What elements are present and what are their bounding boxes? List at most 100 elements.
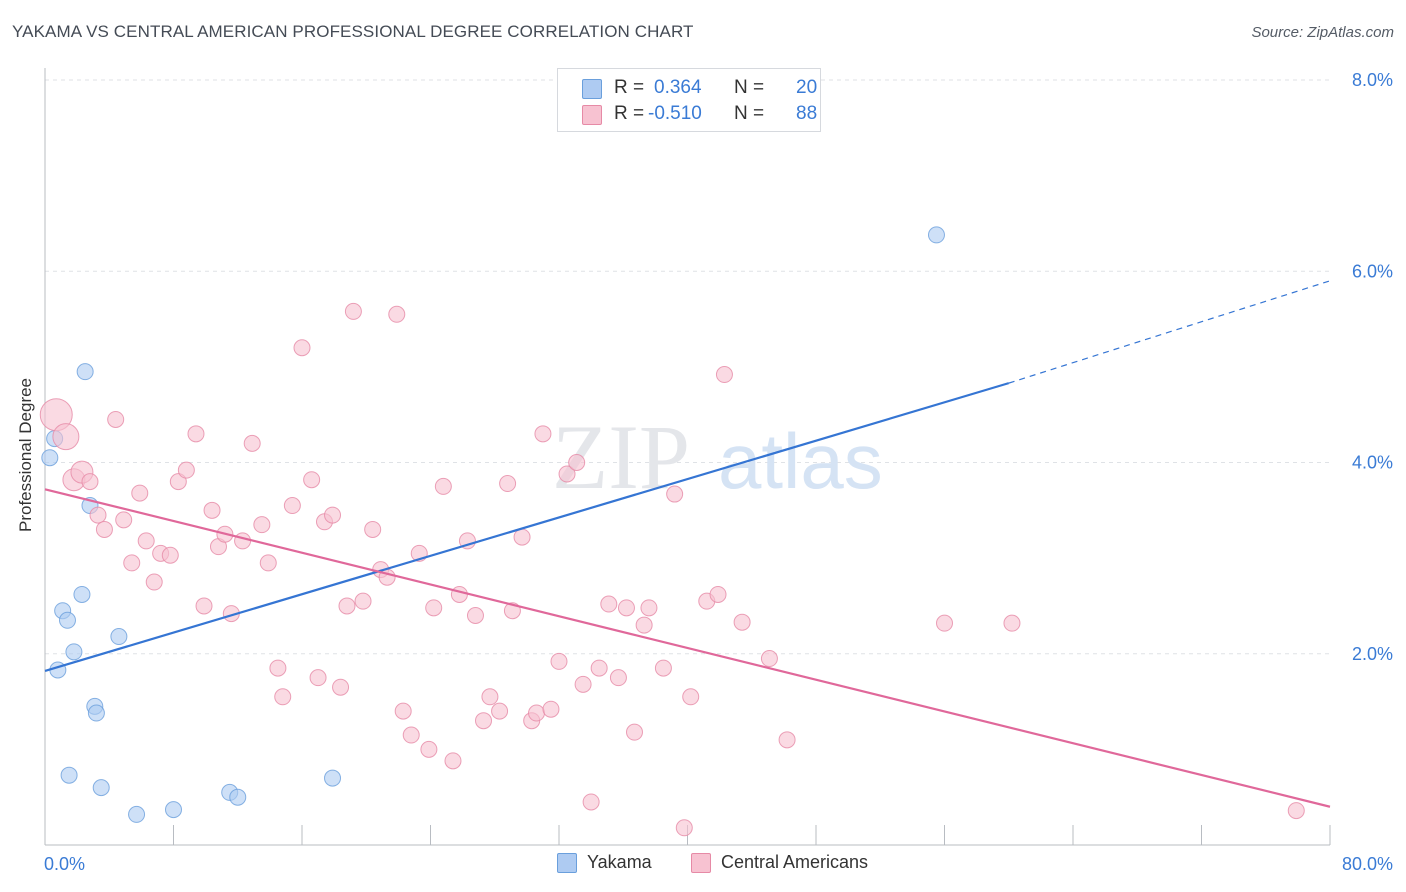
data-point (675, 819, 693, 837)
bottom-legend-label-central-americans: Central Americans (721, 852, 869, 872)
data-point (733, 613, 751, 631)
data-point (444, 752, 462, 770)
data-point (145, 573, 163, 591)
data-point (682, 688, 700, 706)
data-point (229, 788, 247, 806)
data-point (89, 506, 107, 524)
data-point (52, 423, 80, 451)
data-point (617, 599, 635, 617)
data-point (354, 592, 372, 610)
y-tick-label: 2.0% (1352, 644, 1393, 664)
y-tick-label: 4.0% (1352, 453, 1393, 473)
legend-swatch-central-americans (582, 105, 602, 125)
data-point (534, 425, 552, 443)
data-point (324, 506, 342, 524)
data-point (269, 659, 287, 677)
correlation-legend: R = 0.364 N = 20 R = -0.510 N = 88 (557, 68, 821, 132)
data-point (590, 659, 608, 677)
data-point (253, 516, 271, 534)
watermark: ZIP atlas (552, 406, 883, 508)
y-tick-label: 8.0% (1352, 70, 1393, 90)
data-point (283, 497, 301, 515)
data-point (1287, 802, 1305, 820)
data-point (107, 410, 125, 428)
bottom-legend-swatch-yakama (557, 853, 577, 873)
data-point (491, 702, 509, 720)
y-axis-label: Professional Degree (16, 377, 35, 533)
data-point (778, 731, 796, 749)
data-point (364, 520, 382, 538)
data-point (58, 611, 76, 629)
data-point (338, 597, 356, 615)
data-point (450, 585, 468, 603)
data-point (513, 528, 531, 546)
data-point (568, 454, 586, 471)
data-point (65, 643, 83, 661)
data-point (640, 599, 658, 617)
data-point (87, 704, 105, 722)
data-point (243, 434, 261, 452)
data-point (41, 449, 59, 467)
data-point (165, 801, 182, 819)
x-tick-label: 0.0% (44, 854, 85, 874)
data-point (625, 723, 643, 741)
data-point (187, 425, 205, 443)
data-point (115, 511, 133, 529)
data-point (92, 779, 110, 797)
legend-r-value-yakama: 0.364 (654, 77, 702, 98)
data-point (73, 585, 91, 603)
data-point (332, 678, 350, 696)
data-point (394, 702, 412, 720)
data-point (466, 607, 484, 624)
data-point (110, 628, 128, 646)
bottom-legend-swatch-central-americans (691, 853, 711, 873)
data-point (635, 616, 653, 634)
data-point (927, 226, 945, 244)
legend-r-label: R = (614, 103, 645, 124)
data-point (95, 520, 113, 538)
data-point (309, 669, 327, 687)
data-point (81, 473, 99, 491)
data-point (234, 532, 252, 550)
data-point (760, 650, 778, 668)
legend-n-label: N = (734, 77, 765, 98)
data-point (324, 769, 342, 787)
gridlines (45, 79, 1330, 655)
data-point (60, 766, 78, 784)
data-point (434, 477, 452, 495)
data-point (195, 597, 213, 615)
data-point (402, 726, 420, 744)
data-point (475, 712, 493, 730)
data-point (715, 366, 733, 384)
data-point (203, 501, 221, 519)
legend-n-label: N = (734, 103, 765, 124)
data-point (123, 554, 141, 572)
data-point (293, 339, 311, 357)
legend-swatch-yakama (582, 79, 602, 99)
y-tick-label: 6.0% (1352, 261, 1393, 281)
data-point (481, 688, 499, 706)
legend-n-value-central-americans: 88 (796, 103, 818, 124)
data-points (39, 226, 1305, 837)
data-point (550, 652, 568, 670)
data-point (528, 704, 546, 722)
data-point (654, 659, 672, 677)
x-tick-label: 80.0% (1342, 854, 1393, 874)
legend-n-value-yakama: 20 (796, 77, 818, 98)
data-point (582, 793, 600, 811)
data-point (131, 484, 149, 502)
data-point (128, 805, 146, 823)
data-point (303, 471, 321, 489)
data-point (574, 675, 592, 693)
data-point (420, 740, 438, 758)
trend-line (44, 488, 1331, 808)
data-point (274, 688, 292, 706)
bottom-legend-label-yakama: Yakama (587, 852, 652, 872)
tick-labels: 2.0% 4.0% 6.0% 8.0% 0.0% 80.0% (44, 70, 1393, 874)
data-point (542, 700, 560, 718)
data-point (388, 305, 406, 323)
trend-line-extension (1008, 280, 1331, 384)
data-point (344, 302, 362, 320)
data-point (600, 595, 618, 613)
